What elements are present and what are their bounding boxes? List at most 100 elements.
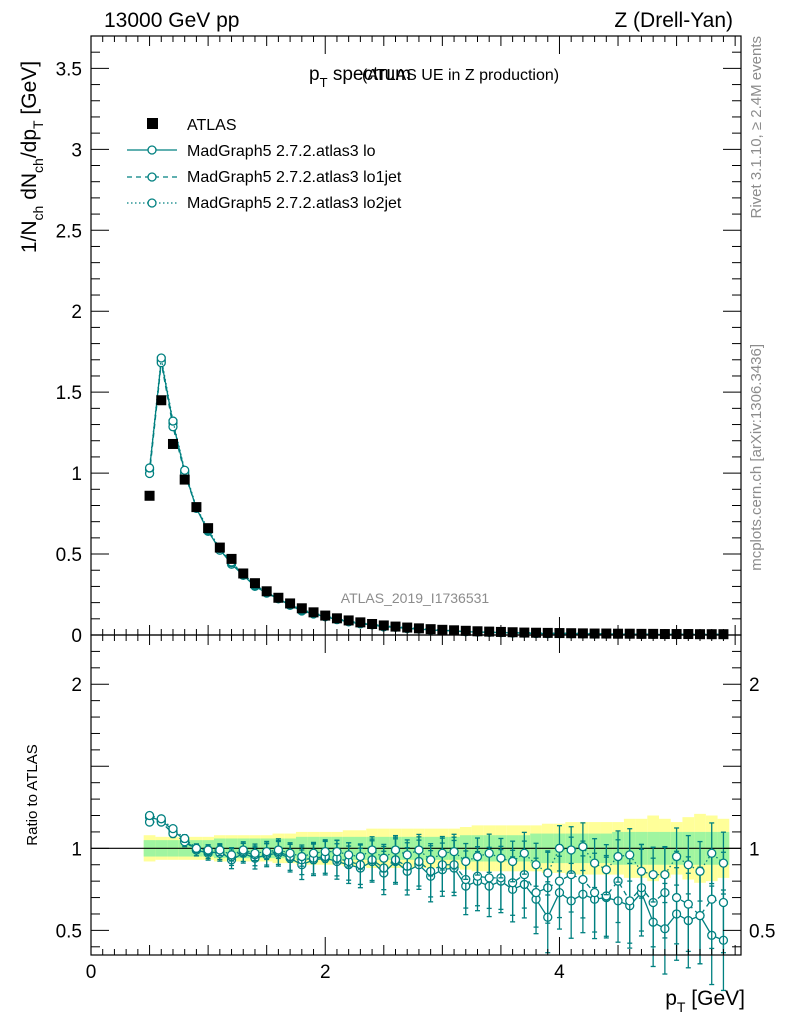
atlas-point	[238, 568, 249, 579]
ratio-point	[707, 894, 717, 904]
atlas-point	[308, 607, 319, 618]
legend-marker-lo1jet	[147, 172, 157, 182]
ratio-point	[297, 851, 307, 862]
atlas-point	[367, 618, 378, 629]
legend: ATLAS MadGraph5 2.7.2.atlas3 lo MadGraph…	[127, 117, 402, 212]
series-point	[168, 416, 178, 426]
y-axis-label-ratio: Ratio to ATLAS	[24, 744, 41, 845]
ratio-y-tick-label: 2	[71, 675, 82, 696]
atlas-point	[144, 490, 155, 501]
ratio-point	[226, 850, 237, 860]
ratio-point	[285, 848, 295, 858]
ratio-point	[625, 896, 635, 906]
atlas-point	[413, 623, 424, 634]
ratio-point	[660, 869, 670, 880]
ratio-point	[554, 843, 565, 853]
atlas-point	[156, 395, 167, 406]
ratio-point	[718, 858, 729, 868]
ratio-point	[683, 860, 693, 870]
ratio-point	[402, 850, 412, 860]
ratio-point	[180, 833, 190, 844]
ratio-point	[531, 860, 541, 870]
chart-title-note: (ATLAS UE in Z production)	[362, 67, 559, 84]
x-tick-label: 0	[86, 962, 97, 983]
ratio-point	[578, 842, 588, 852]
ratio-point	[414, 845, 424, 855]
ratio-plot-area	[91, 810, 741, 992]
ratio-point	[367, 845, 377, 855]
ratio-point	[449, 846, 459, 857]
ratio-point	[671, 892, 682, 903]
y-tick-label: 3.5	[56, 59, 82, 80]
legend-label-lo1jet: MadGraph5 2.7.2.atlas3 lo1jet	[187, 169, 402, 186]
ratio-y-tick-label-right: 2	[749, 675, 760, 696]
ratio-point	[332, 846, 342, 857]
ratio-point	[531, 887, 541, 898]
legend-label-lo: MadGraph5 2.7.2.atlas3 lo	[187, 143, 376, 160]
atlas-point	[296, 603, 307, 614]
atlas-point	[343, 615, 354, 626]
legend-label-lo2jet: MadGraph5 2.7.2.atlas3 lo2jet	[187, 195, 402, 212]
y-tick-label: 0.5	[56, 545, 82, 566]
series-point	[156, 353, 166, 363]
legend-label-atlas: ATLAS	[187, 117, 237, 134]
ratio-point	[519, 848, 529, 858]
ratio-point	[320, 846, 330, 857]
ratio-point	[461, 856, 471, 867]
y-tick-label: 3	[71, 140, 82, 161]
ratio-y-tick-label-right: 0.5	[749, 921, 775, 942]
atlas-point	[167, 438, 178, 449]
atlas-point	[402, 622, 413, 633]
x-tick-label: 4	[554, 962, 565, 983]
ratio-point	[671, 851, 682, 862]
atlas-point	[226, 553, 237, 564]
legend-atlas-marker	[147, 118, 158, 129]
ratio-point	[191, 843, 202, 853]
ratio-point	[344, 850, 354, 860]
y-axis-label-top: 1/Nch dNch/dpT [GeV]	[18, 61, 46, 253]
ratio-point	[707, 848, 717, 858]
series-point	[144, 463, 155, 473]
legend-marker-lo	[147, 145, 157, 155]
ratio-point	[250, 848, 260, 858]
ratio-point	[695, 866, 705, 876]
ratio-point	[496, 853, 506, 863]
series-point	[180, 465, 190, 475]
ratio-point	[156, 814, 166, 824]
watermark: ATLAS_2019_I1736531	[341, 590, 490, 606]
ratio-point	[625, 850, 635, 860]
ratio-point	[589, 858, 600, 868]
ratio-point	[554, 876, 565, 886]
ratio-point	[308, 848, 319, 858]
ratio-point	[648, 869, 658, 880]
ratio-point	[695, 910, 705, 921]
ratio-y-tick-label: 0.5	[56, 921, 82, 942]
atlas-point	[320, 610, 331, 621]
ratio-point	[215, 845, 225, 855]
atlas-point	[191, 502, 202, 513]
x-tick-label: 2	[320, 962, 331, 983]
ratio-point	[507, 856, 518, 867]
ratio-point	[601, 865, 611, 875]
legend-marker-lo2jet	[147, 198, 157, 208]
ratio-point	[168, 823, 178, 834]
atlas-point	[249, 578, 260, 589]
ratio-point	[718, 897, 729, 908]
ratio-point	[484, 848, 494, 858]
atlas-point	[331, 613, 342, 624]
ratio-point	[636, 866, 647, 876]
ratio-point	[390, 845, 401, 855]
ratio-point	[484, 873, 494, 883]
ratio-point	[566, 845, 576, 855]
atlas-point	[390, 621, 401, 632]
atlas-point	[285, 598, 296, 609]
ratio-point	[613, 851, 623, 862]
header-right: Z (Drell-Yan)	[614, 9, 733, 32]
ratio-point	[425, 855, 436, 865]
y-tick-label: 1.5	[56, 383, 82, 404]
y-tick-label: 2.5	[56, 221, 82, 242]
mcplots-label: mcplots.cern.ch [arXiv:1306.3436]	[748, 344, 765, 571]
ratio-point	[379, 853, 389, 863]
ratio-point	[543, 868, 553, 878]
